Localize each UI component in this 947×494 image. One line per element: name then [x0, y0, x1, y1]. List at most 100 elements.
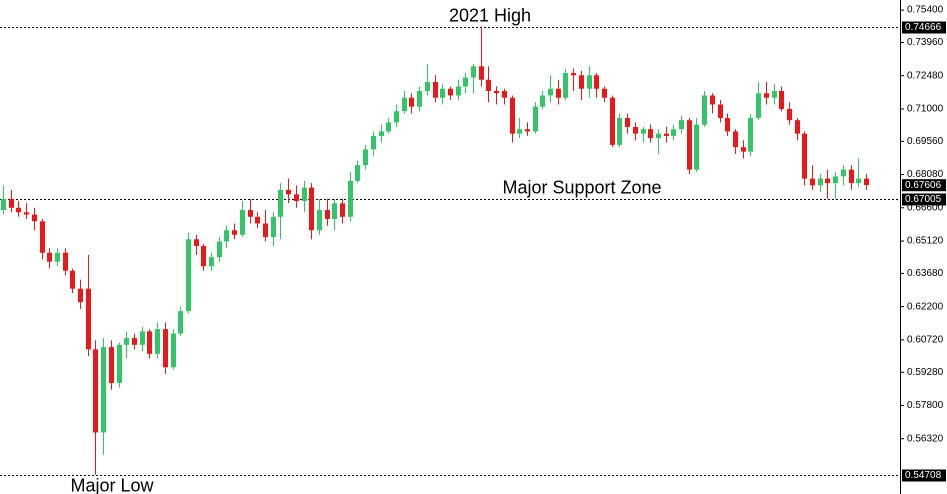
candle-body	[818, 178, 823, 186]
candle-body	[355, 165, 360, 181]
candle-body	[348, 180, 353, 217]
candle-body	[309, 187, 314, 231]
y-tick-label: 0.56320	[907, 433, 944, 444]
candle-body	[633, 126, 638, 134]
candle-body	[664, 133, 669, 136]
candle-body	[286, 189, 291, 195]
candle-body	[748, 117, 753, 152]
candle-body	[718, 104, 723, 118]
candle-body	[209, 257, 214, 267]
candle-body	[178, 311, 183, 334]
candle-body	[463, 77, 468, 87]
y-tick-label: 0.63680	[907, 268, 944, 279]
candle-body	[563, 73, 568, 98]
candle-body	[548, 88, 553, 96]
candle-body	[317, 210, 322, 231]
candle-body	[795, 120, 800, 134]
candle-body	[571, 73, 576, 76]
level-label: 0.54708	[905, 470, 942, 481]
candle-body	[433, 81, 438, 98]
candle-body	[93, 349, 98, 433]
candle-body	[417, 90, 422, 107]
candle-body	[217, 241, 222, 258]
candle-body	[86, 288, 91, 350]
candle-body	[186, 239, 191, 312]
candle-body	[224, 230, 229, 242]
candle-body	[540, 95, 545, 107]
y-tick-label: 0.62200	[907, 301, 944, 312]
candle-body	[140, 331, 145, 345]
candle-body	[78, 288, 83, 303]
candle-body	[379, 131, 384, 136]
candle-body	[556, 88, 561, 98]
current-price-box	[902, 179, 946, 192]
candle-body	[32, 214, 37, 222]
candle-body	[486, 79, 491, 91]
candle-body	[648, 129, 653, 139]
candle-body	[810, 178, 815, 186]
y-tick-label: 0.69560	[907, 136, 944, 147]
candle-body	[725, 117, 730, 132]
candle-body	[325, 210, 330, 220]
candle-body	[602, 88, 607, 98]
candle-body	[525, 129, 530, 132]
candle-body	[55, 252, 60, 262]
candle-body	[587, 75, 592, 89]
candle-body	[24, 212, 29, 215]
level-label-box	[902, 21, 946, 34]
candle-body	[124, 338, 129, 345]
candle-body	[610, 97, 615, 145]
candle-body	[194, 239, 199, 246]
candle-body	[63, 252, 68, 271]
candle-body	[471, 66, 476, 78]
candle-body	[494, 90, 499, 94]
candle-body	[1, 198, 6, 211]
candle-body	[248, 210, 253, 217]
candle-body	[802, 133, 807, 179]
candle-body	[833, 176, 838, 184]
candle-body	[687, 120, 692, 170]
candle-body	[332, 203, 337, 220]
candle-body	[625, 117, 630, 127]
candle-body	[255, 216, 260, 224]
candle-body	[710, 95, 715, 105]
candle-body	[756, 93, 761, 118]
candle-body	[841, 169, 846, 177]
candle-body	[671, 129, 676, 136]
candle-body	[702, 95, 707, 125]
y-tick-label: 0.65120	[907, 236, 944, 247]
candle-body	[117, 344, 122, 384]
candle-body	[656, 133, 661, 139]
y-tick-label: 0.68080	[907, 169, 944, 180]
candle-body	[409, 97, 414, 107]
candle-body	[70, 270, 75, 289]
candle-body	[594, 75, 599, 89]
y-tick-label: 0.72480	[907, 70, 944, 81]
candle-body	[425, 81, 430, 91]
annotation: 2021 High	[449, 5, 531, 25]
candle-body	[825, 178, 830, 184]
candle-body	[641, 129, 646, 134]
candle-body	[856, 178, 861, 184]
candle-body	[510, 97, 515, 134]
candle-body	[132, 338, 137, 345]
candle-body	[171, 333, 176, 368]
candle-body	[278, 189, 283, 217]
candle-body	[163, 329, 168, 368]
candle-body	[764, 93, 769, 98]
candle-body	[232, 230, 237, 235]
candle-body	[617, 117, 622, 145]
candle-body	[109, 347, 114, 384]
annotation: Major Low	[70, 475, 154, 494]
candle-body	[155, 329, 160, 354]
candle-body	[271, 216, 276, 238]
candle-body	[386, 122, 391, 132]
candle-body	[456, 86, 461, 96]
y-tick-label: 0.71000	[907, 104, 944, 115]
level-label-box	[902, 193, 946, 206]
candle-body	[772, 90, 777, 98]
candle-body	[294, 194, 299, 202]
y-tick-label: 0.57800	[907, 400, 944, 411]
candle-body	[9, 198, 14, 208]
